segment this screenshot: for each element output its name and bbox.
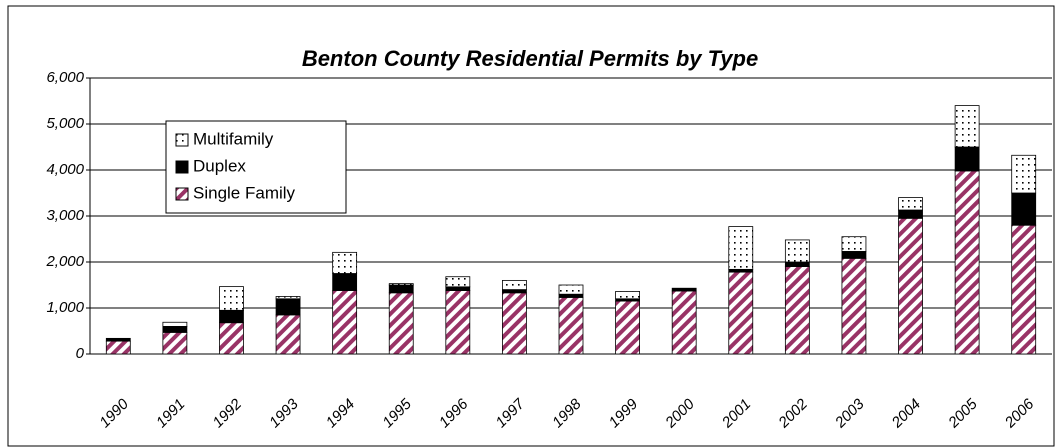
bar-segment (275, 298, 301, 316)
legend-swatch (175, 187, 189, 201)
bar-segment (388, 283, 414, 286)
bar-segment (671, 287, 697, 292)
legend-swatch (175, 160, 189, 174)
bar-segment (388, 284, 414, 294)
y-tick-label: 1,000 (46, 299, 84, 316)
bar-segment (615, 291, 640, 300)
bar-segment (728, 268, 754, 273)
legend-box (165, 120, 347, 214)
y-tick-label: 6,000 (46, 69, 84, 86)
bar-segment (728, 271, 754, 355)
bar-segment (841, 236, 867, 252)
bar-segment (275, 296, 301, 300)
bar-segment (162, 321, 188, 327)
bar-segment (502, 279, 527, 290)
bar-segment (388, 292, 414, 355)
frame (7, 5, 1055, 447)
bar-segment (558, 297, 584, 355)
bar-segment (558, 293, 584, 298)
legend: Multifamily Duplex Single Family (165, 120, 347, 214)
legend-label: Single Family (193, 183, 296, 202)
y-tick-label: 0 (76, 345, 85, 362)
bar-segment (671, 290, 697, 355)
bar-segment (219, 322, 244, 355)
bar-segment (105, 337, 131, 342)
chart-title: Benton County Residential Permits by Typ… (302, 46, 758, 71)
bar-segment (332, 290, 358, 355)
y-tick-label: 3,000 (46, 207, 84, 224)
bar-segment (784, 239, 810, 263)
bar-segment (445, 276, 471, 288)
bar-segment (615, 300, 640, 355)
bar-segment (105, 340, 131, 355)
bar-segment (219, 286, 244, 311)
bar-segment (1011, 192, 1037, 226)
y-tick-label: 2,000 (45, 253, 84, 270)
bar-segment (898, 197, 923, 211)
bar-segment (162, 331, 188, 355)
bar-segment (954, 146, 980, 172)
bar-segment (445, 290, 471, 355)
bar-segment (445, 286, 471, 291)
bar-segment (1011, 154, 1037, 194)
bar-segment (219, 309, 244, 324)
bar-segment (784, 266, 810, 355)
bar-segment (275, 314, 301, 355)
bar-segment (898, 209, 923, 219)
legend-label: Duplex (193, 156, 246, 175)
bar-segment (898, 217, 923, 355)
bar-segment (841, 251, 867, 259)
bar-segment (784, 261, 810, 267)
bar-segment (162, 325, 188, 333)
y-tick-label: 4,000 (46, 161, 84, 178)
bar-segment (954, 105, 980, 148)
legend-swatch (175, 133, 189, 147)
bar-segment (332, 273, 358, 291)
bar-segment (558, 284, 584, 295)
bar-segment (841, 257, 867, 355)
bar-segment (1011, 224, 1037, 355)
y-tick-label: 5,000 (46, 115, 84, 132)
bar-segment (728, 226, 754, 270)
bar-segment (502, 289, 527, 294)
bar-segment (502, 292, 527, 355)
bar-segment (332, 251, 358, 274)
bar-segment (954, 170, 980, 355)
legend-label: Multifamily (193, 129, 274, 148)
